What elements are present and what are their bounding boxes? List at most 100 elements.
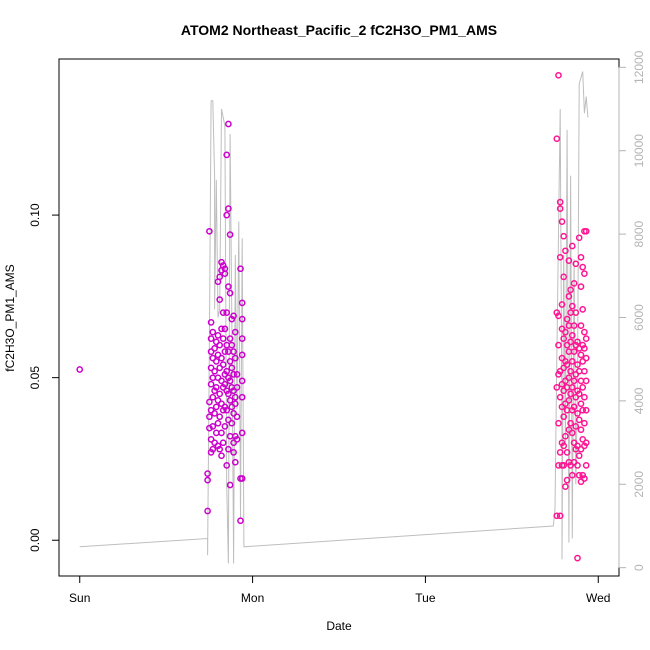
x-tick-label: Wed (586, 591, 610, 605)
data-point (563, 361, 571, 368)
data-point (570, 403, 578, 411)
data-point (218, 452, 225, 460)
data-point (575, 390, 583, 398)
data-point (223, 309, 231, 316)
data-point (582, 227, 590, 235)
data-point (238, 351, 246, 359)
data-point (567, 419, 574, 427)
data-point (218, 377, 225, 385)
data-point (572, 393, 580, 401)
data-point (238, 299, 246, 307)
x-axis-label: Date (326, 619, 352, 633)
data-point (212, 403, 220, 411)
data-point (230, 387, 237, 395)
data-point (204, 507, 211, 515)
data-point (233, 436, 241, 443)
data-point (204, 470, 211, 477)
data-point (238, 429, 246, 437)
data-point (555, 341, 562, 349)
data-point (230, 312, 237, 320)
data-point (216, 364, 224, 372)
data-point (226, 289, 234, 297)
data-point (221, 348, 229, 355)
data-point (560, 232, 568, 240)
data-point (216, 413, 224, 421)
data-point (582, 406, 590, 414)
data-point (560, 462, 568, 469)
data-point (214, 419, 222, 427)
data-point (567, 309, 574, 316)
y2-tick-label: 8000 (632, 220, 646, 247)
data-point (206, 227, 213, 235)
data-point (226, 481, 234, 489)
data-point (567, 367, 574, 375)
data-point (207, 364, 215, 372)
data-point (577, 283, 585, 290)
data-point (231, 354, 239, 362)
data-point (219, 309, 227, 316)
data-point (231, 393, 239, 401)
data-point (574, 338, 581, 346)
data-point (555, 71, 562, 79)
data-point (223, 462, 231, 469)
data-point (555, 312, 562, 320)
data-point (218, 429, 225, 437)
data-point (582, 439, 590, 447)
data-point (212, 384, 220, 391)
data-point (225, 445, 232, 453)
data-point (555, 419, 562, 427)
data-point (211, 410, 218, 417)
data-point (582, 462, 590, 469)
data-point (582, 377, 590, 385)
data-point (556, 393, 564, 401)
data-point (238, 393, 246, 401)
y2-tick-label: 4000 (632, 387, 646, 414)
data-point (211, 387, 218, 395)
data-point (211, 367, 218, 375)
data-point (556, 205, 564, 212)
chart-title: ATOM2 Northeast_Pacific_2 fC2H3O_PM1_AMS (181, 22, 497, 38)
data-point (570, 280, 578, 287)
data-point (577, 426, 585, 434)
x-tick-label: Sun (69, 591, 90, 605)
data-point (233, 413, 241, 421)
data-point (582, 335, 590, 342)
data-point (556, 449, 564, 456)
data-point (221, 325, 229, 333)
data-point (221, 265, 229, 273)
data-point (565, 374, 573, 382)
data-point (568, 358, 576, 365)
data-point (225, 348, 232, 355)
data-point (579, 384, 587, 391)
data-point (577, 253, 585, 261)
data-point (579, 436, 587, 443)
data-point (579, 471, 587, 479)
data-point (553, 384, 561, 391)
data-point (567, 286, 574, 294)
data-point (579, 341, 587, 349)
data-point (216, 341, 224, 349)
data-point (230, 348, 237, 355)
data-point (553, 135, 561, 143)
data-point (212, 358, 220, 365)
data-point (214, 332, 222, 339)
data-point (230, 410, 237, 417)
data-point (577, 322, 585, 329)
data-point (223, 151, 231, 159)
data-point (562, 247, 569, 255)
data-point (563, 476, 571, 484)
y2-tick-label: 0 (632, 564, 646, 571)
data-point (238, 335, 246, 342)
data-point (577, 445, 585, 453)
data-point (204, 476, 211, 484)
data-point (565, 322, 573, 329)
y2-tick-label: 6000 (632, 304, 646, 331)
data-point (207, 380, 215, 388)
data-point (556, 367, 564, 375)
data-point (228, 364, 236, 372)
data-point (216, 296, 224, 303)
data-point (225, 283, 232, 290)
data-point (570, 348, 578, 355)
data-point (225, 416, 232, 424)
